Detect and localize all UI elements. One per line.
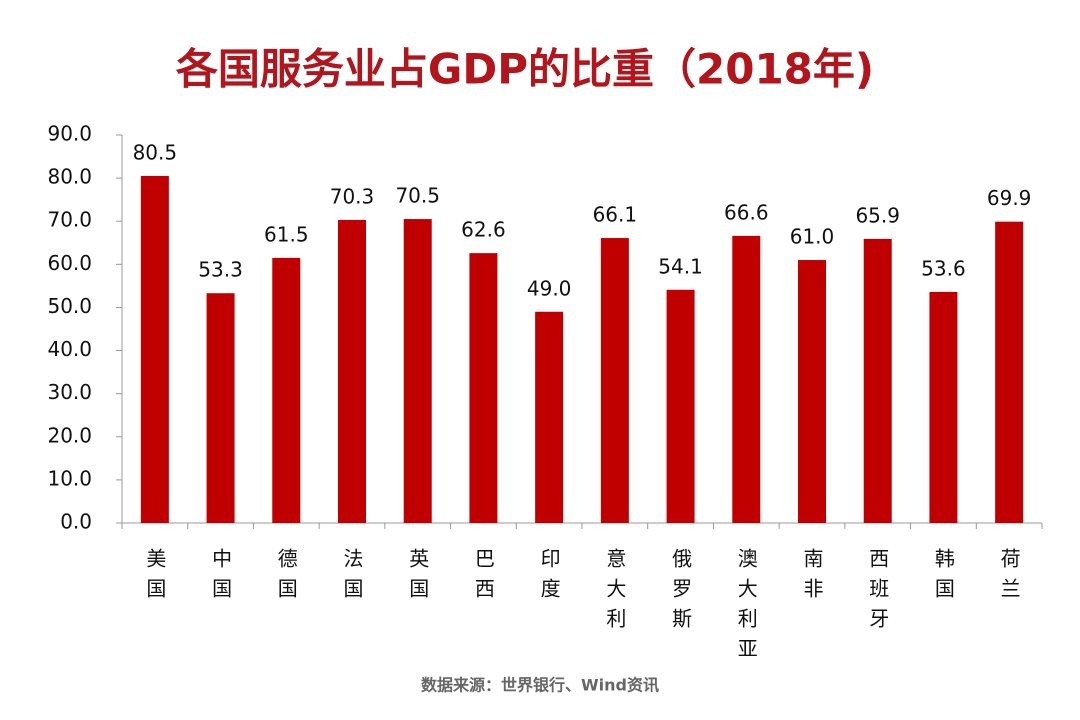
x-tick-label: 韩国 — [931, 548, 955, 608]
value-label: 65.9 — [855, 203, 900, 227]
x-tick-label: 印度 — [537, 548, 561, 608]
x-tick-label: 俄罗斯 — [669, 548, 693, 638]
x-tick-label: 德国 — [274, 548, 298, 608]
x-tick-label: 英国 — [406, 548, 430, 608]
value-label: 61.0 — [790, 225, 835, 249]
y-tick-label: 70.0 — [47, 208, 92, 232]
value-label: 49.0 — [527, 276, 572, 300]
bar — [995, 221, 1024, 524]
y-tick-label: 50.0 — [47, 294, 92, 318]
y-tick-label: 20.0 — [47, 423, 92, 447]
value-label: 53.3 — [198, 258, 243, 282]
bar — [732, 235, 761, 523]
x-tick-label: 意大利 — [603, 548, 627, 638]
bar — [272, 257, 301, 523]
value-label: 53.6 — [921, 256, 966, 280]
source-note: 数据来源：世界银行、Wind资讯 — [421, 676, 659, 695]
bar — [863, 238, 892, 524]
bar — [140, 175, 169, 523]
bar — [600, 238, 629, 523]
bar — [403, 219, 432, 524]
x-tick-label: 澳大利亚 — [734, 548, 758, 668]
y-tick-label: 40.0 — [47, 337, 92, 361]
bar — [666, 289, 695, 523]
y-tick-label: 90.0 — [47, 122, 92, 146]
value-label: 66.1 — [593, 203, 638, 227]
value-label: 69.9 — [987, 186, 1032, 210]
bar — [469, 253, 498, 523]
value-label: 62.6 — [461, 218, 506, 242]
x-tick-label: 西班牙 — [866, 548, 890, 638]
bar — [535, 311, 564, 523]
value-label: 80.5 — [133, 140, 178, 164]
x-tick-label: 中国 — [209, 548, 233, 608]
x-tick-label: 法国 — [340, 548, 364, 608]
bar — [929, 291, 958, 523]
value-label: 70.3 — [330, 184, 375, 208]
y-tick-label: 10.0 — [47, 466, 92, 490]
x-tick-label: 巴西 — [471, 548, 495, 608]
y-tick-label: 80.0 — [47, 165, 92, 189]
x-tick-label: 美国 — [143, 548, 167, 608]
value-label: 61.5 — [264, 222, 309, 246]
bar — [338, 219, 366, 523]
chart-title: 各国服务业占GDP的比重（2018年) — [176, 45, 874, 94]
bar — [798, 260, 826, 523]
y-tick-label: 0.0 — [60, 510, 92, 534]
bar — [206, 293, 235, 523]
value-label: 54.1 — [658, 254, 703, 278]
x-tick-label: 南非 — [800, 548, 824, 608]
y-tick-label: 30.0 — [47, 380, 92, 404]
x-tick-label: 荷兰 — [997, 548, 1021, 608]
value-label: 70.5 — [395, 184, 440, 208]
y-tick-label: 60.0 — [47, 251, 92, 275]
value-label: 66.6 — [724, 200, 769, 224]
